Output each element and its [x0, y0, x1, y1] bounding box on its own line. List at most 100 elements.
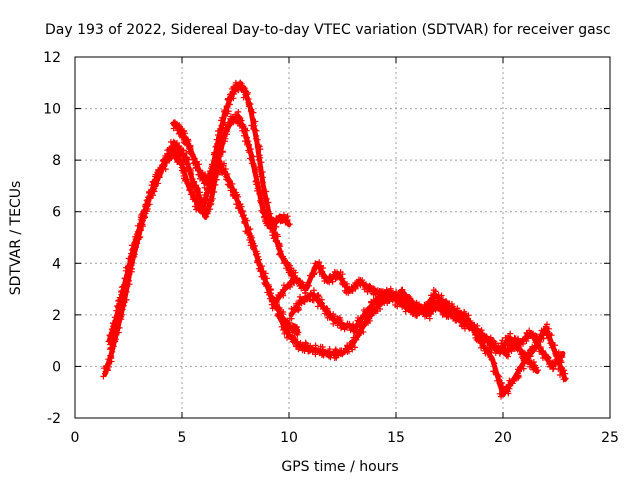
data-point-marker	[499, 385, 506, 392]
data-point-marker	[222, 135, 229, 142]
data-point-marker	[256, 256, 263, 263]
data-point-marker	[327, 354, 334, 361]
data-point-marker	[258, 179, 265, 186]
data-point-marker	[319, 346, 326, 353]
series-line	[106, 113, 292, 344]
data-point-marker	[432, 305, 439, 312]
data-point-marker	[170, 138, 177, 145]
data-point-marker	[302, 289, 309, 296]
data-point-marker	[539, 351, 546, 358]
data-point-marker	[496, 373, 503, 380]
y-tick-label: 8	[52, 153, 61, 169]
data-point-marker	[548, 344, 555, 351]
data-point-marker	[545, 325, 552, 332]
data-point-marker	[558, 359, 565, 366]
data-point-marker	[356, 319, 363, 326]
data-point-marker	[245, 95, 252, 102]
data-point-marker	[276, 313, 283, 320]
data-point-marker	[295, 346, 302, 353]
data-point-marker	[216, 138, 223, 145]
data-point-marker	[465, 312, 472, 319]
data-point-marker	[207, 206, 214, 213]
x-tick-label: 20	[494, 430, 512, 446]
data-point-marker	[360, 322, 367, 329]
data-point-marker	[293, 300, 300, 307]
data-point-marker	[269, 232, 276, 239]
data-point-marker	[456, 314, 463, 321]
data-point-marker	[273, 295, 280, 302]
data-point-marker	[496, 350, 503, 357]
data-point-marker	[292, 276, 299, 283]
y-tick-label: 6	[52, 205, 61, 221]
data-point-marker	[421, 301, 428, 308]
data-point-marker	[368, 308, 375, 315]
data-point-marker	[118, 288, 125, 295]
data-point-marker	[190, 160, 197, 167]
data-point-marker	[560, 376, 567, 383]
data-point-marker	[269, 216, 276, 223]
data-point-marker	[200, 205, 207, 212]
data-point-marker	[112, 338, 119, 345]
data-point-marker	[292, 323, 299, 330]
data-point-marker	[480, 339, 487, 346]
data-point-marker	[241, 218, 248, 225]
data-point-marker	[254, 187, 261, 194]
data-point-marker	[132, 238, 139, 245]
y-tick-label: 0	[52, 359, 61, 375]
data-point-marker	[343, 280, 350, 287]
data-point-marker	[280, 309, 287, 316]
data-point-marker	[557, 363, 564, 370]
data-point-marker	[363, 281, 370, 288]
data-point-marker	[208, 161, 215, 168]
data-point-marker	[257, 268, 264, 275]
data-point-marker	[555, 354, 562, 361]
data-point-marker	[439, 311, 446, 318]
data-point-marker	[180, 151, 187, 158]
data-point-marker	[337, 317, 344, 324]
data-point-marker	[289, 327, 296, 334]
data-point-marker	[294, 331, 301, 338]
x-tick-label: 25	[601, 430, 619, 446]
data-point-marker	[238, 210, 245, 217]
data-point-marker	[123, 296, 130, 303]
data-point-marker	[250, 125, 257, 132]
data-point-marker	[138, 221, 145, 228]
data-point-marker	[292, 342, 299, 349]
y-axis-label: SDTVAR / TECUs	[8, 181, 24, 296]
data-point-marker	[166, 152, 173, 159]
data-point-marker	[364, 288, 371, 295]
data-point-marker	[316, 269, 323, 276]
data-point-marker	[291, 273, 298, 280]
data-point-marker	[377, 305, 384, 312]
data-point-marker	[235, 205, 242, 212]
data-point-marker	[246, 149, 253, 156]
data-point-marker	[107, 341, 114, 348]
data-point-marker	[212, 181, 219, 188]
data-point-marker	[487, 337, 494, 344]
data-point-marker	[391, 292, 398, 299]
data-point-marker	[201, 192, 208, 199]
data-point-marker	[243, 134, 250, 141]
data-point-marker	[360, 328, 367, 335]
data-point-marker	[511, 343, 518, 350]
data-point-marker	[249, 109, 256, 116]
data-point-marker	[180, 167, 187, 174]
data-point-marker	[327, 273, 334, 280]
data-point-marker	[162, 166, 169, 173]
data-point-marker	[277, 250, 284, 257]
data-point-marker	[224, 170, 231, 177]
data-point-marker	[242, 127, 249, 134]
data-point-marker	[353, 334, 360, 341]
data-point-marker	[197, 189, 204, 196]
data-point-marker	[128, 262, 135, 269]
data-point-marker	[109, 336, 116, 343]
data-point-marker	[509, 380, 516, 387]
data-point-marker	[212, 154, 219, 161]
data-point-marker	[207, 197, 214, 204]
data-point-marker	[287, 283, 294, 290]
data-point-marker	[373, 299, 380, 306]
data-point-marker	[355, 330, 362, 337]
data-point-marker	[280, 326, 287, 333]
data-point-marker	[307, 342, 314, 349]
data-point-marker	[366, 315, 373, 322]
